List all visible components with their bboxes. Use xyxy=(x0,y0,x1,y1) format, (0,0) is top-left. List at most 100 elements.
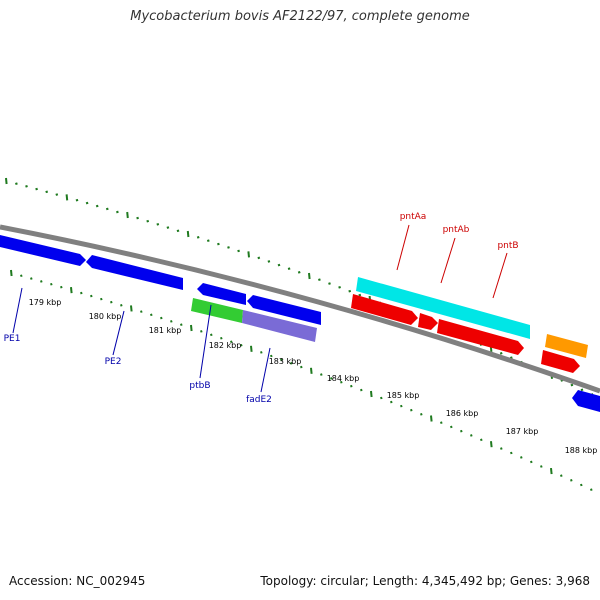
inner-tick xyxy=(200,330,203,333)
inner-tick xyxy=(120,304,123,307)
inner-tick xyxy=(510,451,513,455)
gene-label-PE1: PE1 xyxy=(4,334,21,344)
scale-label: 180 kbp xyxy=(89,312,122,321)
outer-tick xyxy=(136,216,139,220)
inner-tick xyxy=(50,282,53,286)
gene-arrow-blue-3 xyxy=(197,283,246,305)
outer-tick xyxy=(277,263,281,267)
inner-tick xyxy=(440,421,443,424)
outer-tick xyxy=(217,242,220,246)
outer-tick xyxy=(75,198,79,202)
gene-arrow-blue-1 xyxy=(0,235,86,266)
outer-tick xyxy=(35,187,38,191)
inner-tick xyxy=(570,479,573,482)
inner-tick xyxy=(170,320,173,323)
inner-tick xyxy=(260,351,263,354)
inner-tick xyxy=(40,280,43,283)
inner-tick xyxy=(20,274,23,278)
inner-tick xyxy=(110,300,113,304)
outer-tick xyxy=(308,272,311,280)
gene-label-pntAa: pntAa xyxy=(400,212,427,222)
gene-label-fadE2: fadE2 xyxy=(246,395,272,405)
outer-tick xyxy=(237,249,240,253)
scale-label: 186 kbp xyxy=(446,409,479,418)
label-line-pntAa xyxy=(396,224,410,271)
gene-arrow-red-2 xyxy=(418,313,438,330)
inner-tick xyxy=(430,415,433,422)
inner-tick xyxy=(400,404,403,408)
gene-label-PE2: PE2 xyxy=(105,357,122,367)
outer-tick xyxy=(65,194,69,201)
inner-tick xyxy=(90,294,93,298)
inner-tick xyxy=(140,310,143,313)
gene-arrow-purple-1 xyxy=(242,310,317,342)
inner-tick xyxy=(290,362,293,365)
outer-tick xyxy=(338,286,341,289)
outer-tick xyxy=(146,219,150,223)
scale-label: 184 kbp xyxy=(327,374,360,383)
gene-arrow-blue-5 xyxy=(572,390,600,412)
scale-label: 185 kbp xyxy=(387,391,420,400)
scale-label: 188 kbp xyxy=(565,446,598,455)
gene-label-pntAb: pntAb xyxy=(443,225,470,235)
outer-tick xyxy=(257,256,261,260)
gene-arrow-red-1 xyxy=(351,294,418,325)
label-line-pntAb xyxy=(440,237,456,284)
inner-tick xyxy=(390,400,393,404)
gene-arrow-red-3 xyxy=(437,319,524,355)
inner-tick xyxy=(530,460,533,464)
inner-tick xyxy=(240,343,243,347)
outer-tick xyxy=(348,289,352,293)
inner-tick xyxy=(450,425,453,429)
scale-label: 183 kbp xyxy=(269,357,302,366)
outer-tick xyxy=(55,193,59,196)
outer-tick xyxy=(126,211,129,219)
inner-tick xyxy=(540,465,543,468)
inner-tick xyxy=(370,390,373,398)
inner-tick xyxy=(550,467,553,475)
inner-tick xyxy=(320,373,323,376)
gene-label-pntB: pntB xyxy=(497,241,518,251)
inner-tick xyxy=(160,316,163,320)
inner-tick xyxy=(210,333,213,337)
inner-tick xyxy=(470,434,473,437)
gene-arrow-orange-1 xyxy=(545,334,588,358)
inner-tick xyxy=(230,340,233,344)
inner-tick xyxy=(300,365,303,369)
outer-tick xyxy=(227,246,230,249)
scale-labels: 179 kbp 180 kbp 181 kbp 182 kbp 183 kbp 184 k… xyxy=(29,298,598,455)
inner-tick xyxy=(100,297,103,301)
outer-tick xyxy=(176,229,180,233)
inner-tick xyxy=(250,345,253,352)
outer-tick xyxy=(206,239,210,242)
gene-arrow-blue-2 xyxy=(86,255,183,290)
inner-tick xyxy=(580,483,583,487)
outer-tick xyxy=(580,388,584,392)
outer-tick xyxy=(499,351,503,355)
outer-tick xyxy=(196,236,200,239)
scale-label: 179 kbp xyxy=(29,298,62,307)
inner-tick xyxy=(280,358,283,361)
genome-summary: Topology: circular; Length: 4,345,492 bp… xyxy=(260,574,590,588)
inner-tick xyxy=(180,323,183,326)
inner-tick xyxy=(330,377,333,380)
inner-tick xyxy=(350,384,353,388)
inner-tick xyxy=(220,336,223,340)
label-line-ptbB xyxy=(199,304,212,379)
outer-tick xyxy=(5,177,8,185)
outer-tick xyxy=(186,230,190,238)
inner-tick xyxy=(520,456,523,459)
inner-tick xyxy=(590,488,593,491)
inner-tick xyxy=(410,408,413,412)
inner-tick xyxy=(420,413,423,416)
outer-tick xyxy=(570,383,574,387)
gene-features xyxy=(0,235,600,412)
outer-tick xyxy=(318,278,321,282)
outer-tick xyxy=(95,204,99,208)
inner-tick-ring xyxy=(10,269,593,491)
outer-tick xyxy=(85,201,89,205)
map-title: Mycobacterium bovis AF2122/97, complete … xyxy=(130,9,470,24)
outer-tick xyxy=(358,293,362,297)
gene-label-lines xyxy=(12,224,508,393)
